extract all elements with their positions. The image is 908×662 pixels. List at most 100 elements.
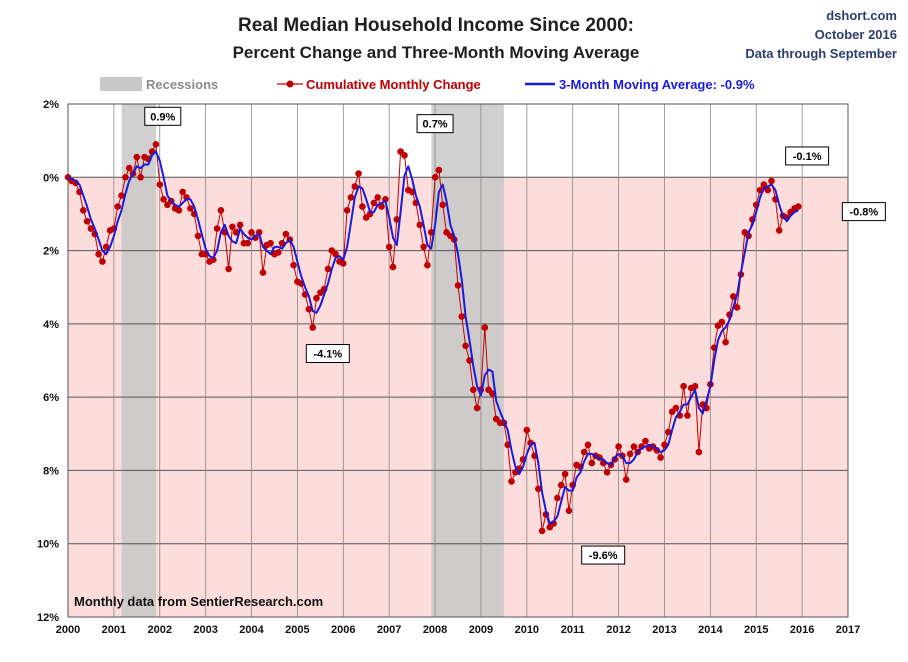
monthly-point-88 xyxy=(401,152,408,159)
x-tick-label-0: 2000 xyxy=(56,624,80,636)
x-tick-label-8: 2008 xyxy=(423,624,447,636)
monthly-point-155 xyxy=(657,454,664,461)
monthly-point-18 xyxy=(133,153,141,161)
callout-label-3: -9.6% xyxy=(589,550,618,562)
monthly-point-184 xyxy=(768,177,775,185)
monthly-point-9 xyxy=(99,258,106,265)
callout-box-4 xyxy=(785,146,830,166)
monthly-point-57 xyxy=(282,230,290,238)
monthly-point-159 xyxy=(672,404,680,412)
x-tick-label-13: 2013 xyxy=(652,624,676,636)
monthly-point-135 xyxy=(580,448,588,456)
monthly-point-81 xyxy=(374,194,382,201)
monthly-point-130 xyxy=(561,470,569,478)
footer-note: Monthly data from SentierResearch.com xyxy=(74,594,323,609)
monthly-point-174 xyxy=(730,293,737,300)
callout-label-4: -0.1% xyxy=(793,151,822,163)
monthly-point-55 xyxy=(275,249,282,256)
monthly-point-98 xyxy=(439,201,447,209)
x-tick-label-14: 2014 xyxy=(698,624,723,636)
monthly-point-123 xyxy=(535,485,542,493)
monthly-point-124 xyxy=(538,527,546,535)
monthly-point-65 xyxy=(313,294,320,302)
x-tick-label-11: 2011 xyxy=(561,624,585,636)
y-tick-label-5: 8% xyxy=(43,465,59,477)
monthly-point-6 xyxy=(87,225,95,232)
legend-ma-label: 3-Month Moving Average: -0.9% xyxy=(559,77,755,92)
monthly-point-129 xyxy=(557,481,565,489)
monthly-point-182 xyxy=(760,181,768,188)
monthly-point-45 xyxy=(236,221,244,229)
monthly-point-109 xyxy=(481,324,489,331)
legend-monthly-marker xyxy=(286,80,294,88)
monthly-point-191 xyxy=(795,203,802,210)
monthly-point-5 xyxy=(83,218,91,225)
monthly-point-10 xyxy=(102,243,110,251)
callout-box-3 xyxy=(581,545,626,565)
monthly-point-137 xyxy=(588,459,596,467)
x-tick-label-7: 2007 xyxy=(377,624,401,636)
monthly-point-92 xyxy=(416,221,424,229)
legend-recession-swatch xyxy=(100,77,142,91)
monthly-point-105 xyxy=(466,357,473,364)
monthly-point-82 xyxy=(378,203,385,210)
monthly-point-34 xyxy=(194,232,202,240)
monthly-point-94 xyxy=(424,261,431,269)
legend: Recessions Cumulative Monthly Change 3-M… xyxy=(100,77,755,92)
monthly-point-96 xyxy=(431,174,439,181)
plot-frame xyxy=(67,103,849,618)
x-tick-label-9: 2009 xyxy=(469,624,493,636)
monthly-point-97 xyxy=(435,166,443,174)
monthly-point-146 xyxy=(622,476,630,483)
monthly-point-43 xyxy=(229,223,236,231)
legend-recessions-label: Recessions xyxy=(146,77,218,92)
monthly-point-23 xyxy=(152,141,160,148)
callout-box-2 xyxy=(416,114,454,134)
callout-label-5: -0.8% xyxy=(849,207,878,219)
monthly-point-8 xyxy=(95,250,102,258)
callout-label-1: -4.1% xyxy=(313,349,342,361)
monthly-point-131 xyxy=(565,507,573,514)
y-tick-label-6: 10% xyxy=(37,539,59,551)
series-moving-average-line xyxy=(67,150,799,525)
monthly-point-74 xyxy=(347,194,355,201)
monthly-point-40 xyxy=(217,207,225,214)
monthly-point-64 xyxy=(309,324,317,331)
plot-area: 2% 0% 2% 4% 6% 8% 10% 12%2000 2001 2002 2003 2004 20… xyxy=(37,99,886,636)
monthly-point-162 xyxy=(684,412,691,419)
monthly-point-76 xyxy=(355,170,362,177)
monthly-point-102 xyxy=(454,282,462,289)
chart-title: Real Median Household Income Since 2000: xyxy=(238,15,634,36)
monthly-point-80 xyxy=(370,199,378,207)
monthly-point-128 xyxy=(554,494,561,502)
callout-box-1 xyxy=(305,344,350,364)
monthly-point-144 xyxy=(615,443,622,450)
monthly-point-14 xyxy=(118,192,125,199)
monthly-point-39 xyxy=(213,225,221,232)
callout-box-5 xyxy=(841,202,886,222)
y-tick-label-1: 0% xyxy=(43,172,59,184)
monthly-point-86 xyxy=(393,216,401,223)
legend-monthly-label: Cumulative Monthly Change xyxy=(306,77,481,92)
monthly-point-157 xyxy=(665,428,672,436)
monthly-point-59 xyxy=(290,261,297,269)
monthly-point-75 xyxy=(351,183,359,190)
x-tick-label-2: 2002 xyxy=(148,624,172,636)
callout-label-0: 0.9% xyxy=(150,111,175,123)
monthly-point-147 xyxy=(626,450,634,458)
monthly-point-104 xyxy=(462,342,469,350)
monthly-point-116 xyxy=(508,478,515,485)
x-tick-label-15: 2015 xyxy=(744,624,768,636)
monthly-point-15 xyxy=(122,174,129,181)
monthly-point-183 xyxy=(764,186,771,194)
recession-band-0 xyxy=(121,104,157,617)
monthly-point-171 xyxy=(718,318,726,326)
x-tick-label-4: 2004 xyxy=(239,624,264,636)
monthly-point-13 xyxy=(114,203,121,210)
monthly-point-107 xyxy=(473,404,481,412)
y-tick-label-2: 2% xyxy=(43,246,59,258)
monthly-point-4 xyxy=(80,207,87,214)
monthly-point-151 xyxy=(642,437,649,445)
monthly-point-93 xyxy=(420,243,427,251)
